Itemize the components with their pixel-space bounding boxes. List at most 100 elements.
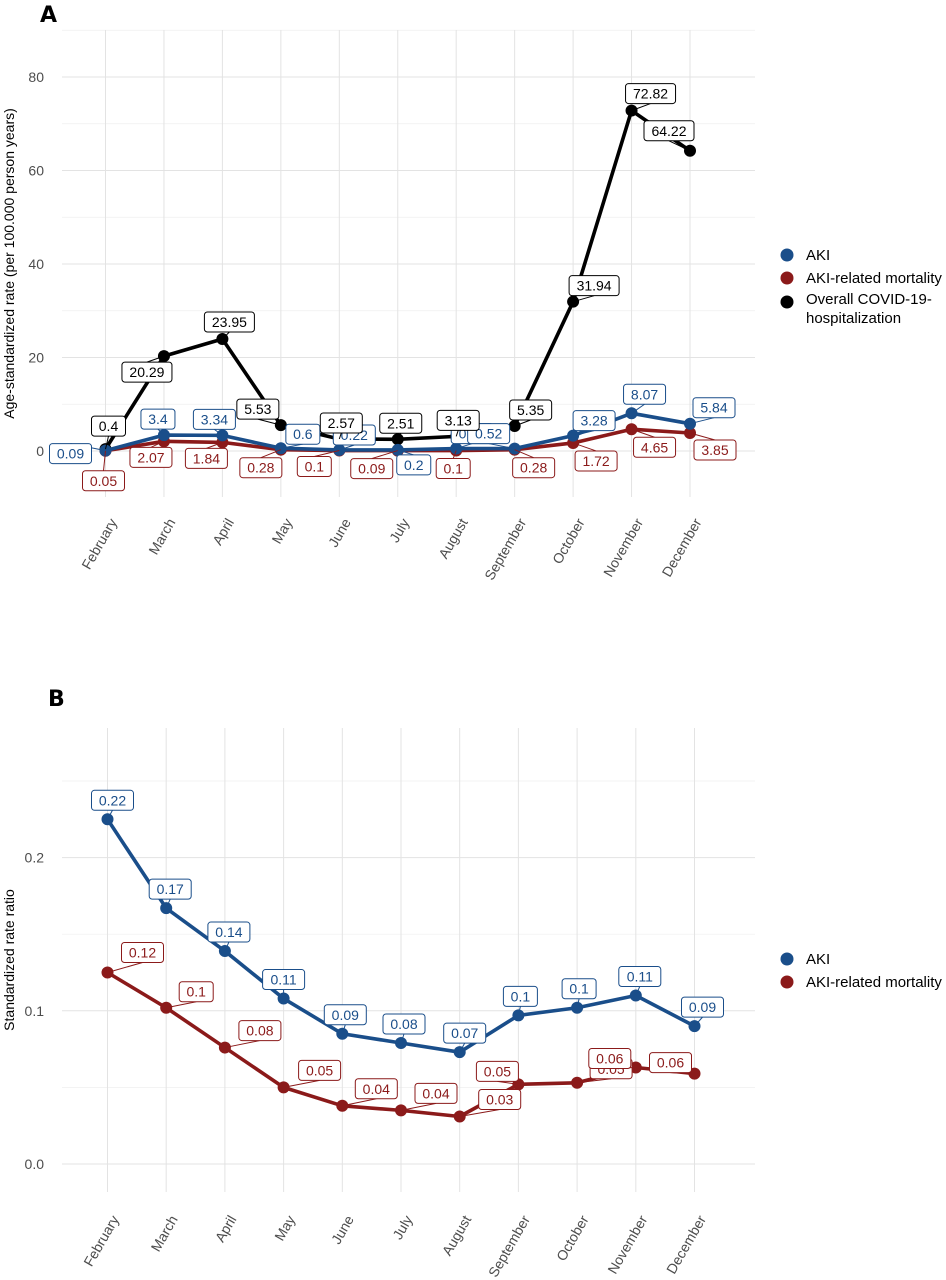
data-label: 0.2 [396,449,432,476]
data-label: 0.28 [239,449,283,479]
data-label-box [236,398,280,420]
data-label-text: 0.1 [443,461,463,477]
label-leader [105,436,109,450]
data-label-box [435,458,471,480]
label-leader [157,428,165,436]
panel-a-chart: 0 20 40 60 80 Age-standardized rate (per 100.… [1,29,755,583]
y-tick-label: 80 [28,69,44,85]
data-label: 0.1 [502,985,538,1016]
data-label-box [396,454,432,476]
data-label-text: 0.28 [247,460,274,476]
legend-a: AKI AKI-related mortality Overall COVID-… [780,247,942,327]
data-label-text: 20.29 [129,364,164,380]
data-label: 1.72 [572,442,618,472]
data-label: 0.6 [280,423,321,449]
x-tick-label: December [658,515,704,579]
data-label-text: 0.17 [157,881,184,897]
label-leader [572,430,595,437]
data-label-box [436,409,480,431]
data-label: 0.11 [262,969,306,999]
data-label: 2.51 [379,412,423,440]
data-label: 3.13 [436,409,480,437]
label-leader [488,443,515,450]
data-label-text: 0.03 [486,1092,513,1108]
label-leader [107,810,113,820]
data-label: 0.08 [224,1020,282,1049]
data-label-box [574,450,618,472]
label-leader [283,1079,320,1088]
data-label-text: 0.06 [657,1055,684,1071]
x-tick-label: May [268,516,295,547]
data-label: 0.05 [475,1060,519,1085]
x-tick-label: July [386,516,412,546]
data-label-box [643,120,695,142]
label-leader [459,1042,466,1053]
data-label: 1.84 [184,441,228,469]
x-tick-label: October [549,515,588,566]
data-label: 20.29 [121,355,173,383]
grid-b [62,728,755,1192]
data-label-box [478,1089,522,1111]
data-label-box [238,1020,282,1042]
data-label: 0.14 [207,921,251,952]
panel-b-chart: 0.0 0.1 0.2 Standardized rate ratio February… [1,728,755,1280]
data-label: 0.06 [649,1052,695,1075]
label-leader [452,450,457,459]
x-tick-label: October [553,1212,592,1263]
data-label-text: 0.04 [363,1081,390,1097]
label-leader [214,428,223,436]
x-tick-label: September [485,1212,533,1280]
data-label-box [298,1059,342,1081]
data-label-text: 5.84 [700,400,727,416]
label-leader [689,417,715,425]
data-label-text: 64.22 [651,123,686,139]
label-leader [572,442,597,452]
data-label-box [379,412,423,434]
data-label: 0.17 [148,878,192,909]
data-label: 0.11 [618,965,662,996]
label-leader [150,440,165,448]
data-label: 0.4 [91,415,126,450]
data-label-text: 31.94 [577,278,612,294]
data-label: 0.22 [91,789,134,820]
data-label: 0.04 [342,1078,398,1107]
data-label-box [625,83,677,105]
legend-a-hospitalization-label-2: hospitalization [806,310,901,327]
label-leader [689,432,716,441]
x-tick-label: July [389,1213,415,1243]
legend-a-hospitalization-label-1: Overall COVID-19- [806,291,932,308]
data-label-box [649,1052,692,1074]
data-label-text: 2.51 [387,415,414,431]
label-leader [631,428,655,438]
label-leader [576,998,580,1008]
data-label: 31.94 [568,275,620,303]
data-label: 0.09 [681,996,724,1027]
label-leader [397,449,414,456]
data-label-text: 0.06 [596,1050,623,1066]
data-label-text: 2.07 [137,449,164,465]
data-label-box [618,965,662,987]
data-label-text: 0.1 [305,459,325,475]
data-label-box [354,1078,398,1100]
data-label-box [475,1060,519,1082]
label-leader [146,355,165,363]
data-label-box [633,436,677,458]
x-tick-label: May [271,1213,298,1244]
data-label-box [693,439,737,461]
label-leader [400,1102,437,1111]
label-leader [517,1006,521,1016]
data-label-box [572,410,616,432]
data-label: 0.03 [459,1089,522,1118]
data-label: 5.84 [689,397,736,425]
data-label: 0.06 [588,1047,636,1069]
data-label: 0.1 [166,981,214,1009]
panel-b-letter: B [48,687,65,712]
x-tick-label: February [80,1213,122,1270]
x-tick-label: April [209,516,237,548]
data-label-box [129,446,173,468]
label-leader [206,441,223,449]
data-label: 4.65 [631,428,677,458]
legend-b-mortality-label: AKI-related mortality [806,974,942,991]
data-label-text: 0.1 [569,981,589,997]
